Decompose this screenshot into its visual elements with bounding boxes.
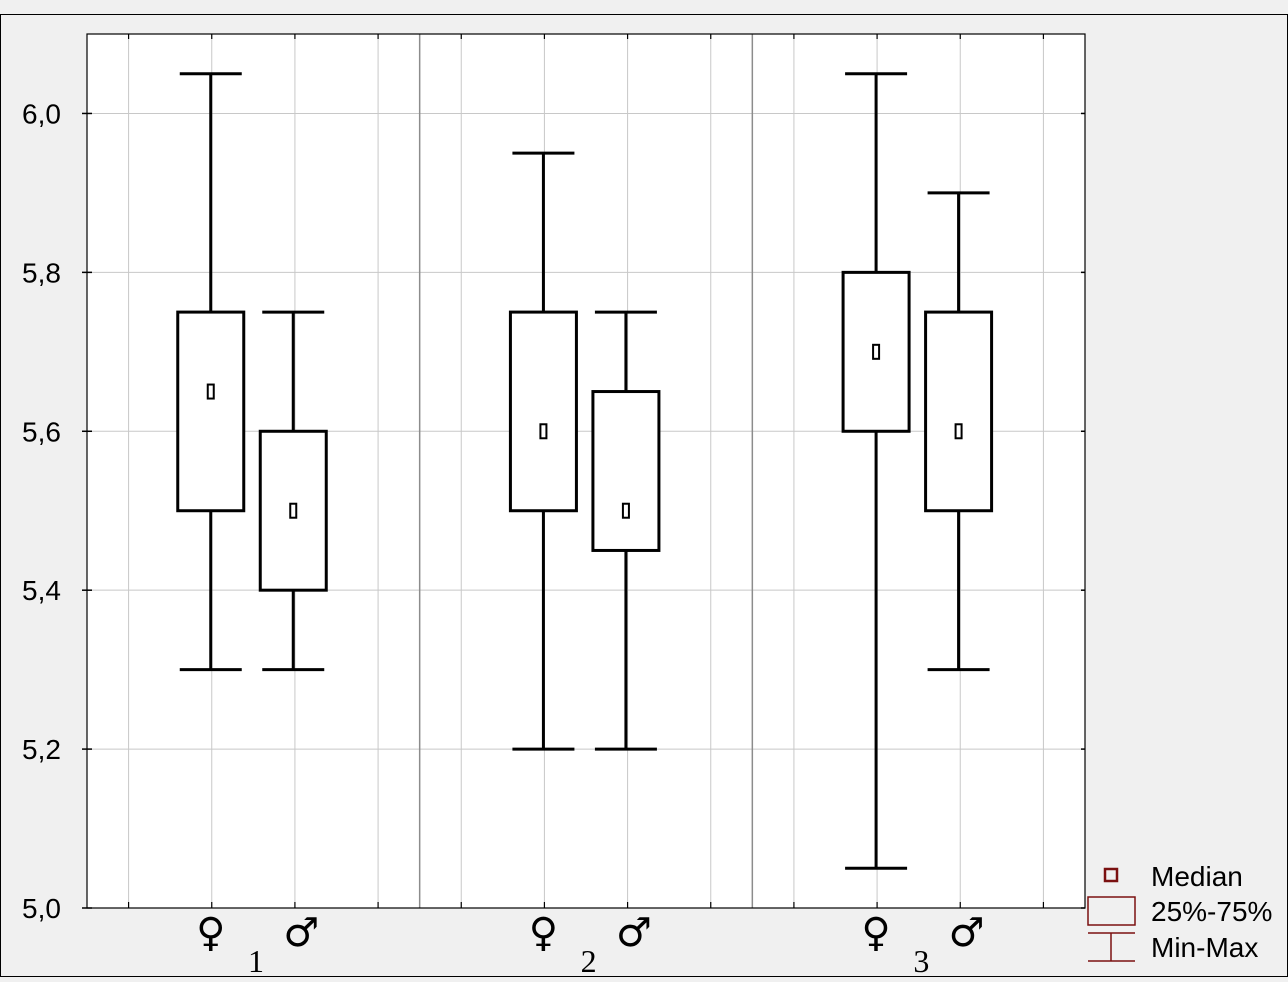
box-female-group-1 [176, 72, 246, 672]
median-marker [539, 423, 548, 440]
grid-lines [87, 34, 1085, 908]
y-tick-label: 5,4 [22, 575, 61, 606]
y-tick-label: 5,0 [22, 893, 61, 924]
male-symbol-label: ♂ [283, 910, 319, 956]
female-symbol-label: ♀ [196, 910, 225, 956]
legend-label-median: Median [1151, 861, 1243, 892]
x-axis-labels: ♀ 1 ♂ ♀ 2 ♂ ♀ 3 ♂ [196, 910, 985, 979]
iqr-box [924, 310, 994, 513]
box-female-group-2 [508, 151, 578, 751]
y-tick-label: 6,0 [22, 98, 61, 129]
legend: Median 25%-75% Min-Max [1087, 861, 1272, 963]
box-female-group-3 [841, 72, 911, 870]
box-male-group-1 [258, 310, 328, 672]
legend-median-icon [1103, 867, 1119, 883]
group-number-label: 3 [913, 943, 929, 977]
legend-label-box: 25%-75% [1151, 896, 1272, 927]
group-number-label: 2 [581, 943, 597, 977]
female-symbol-label: ♀ [529, 910, 558, 956]
median-marker [206, 383, 215, 400]
male-symbol-label: ♂ [949, 910, 985, 956]
female-symbol-label: ♀ [861, 910, 890, 956]
iqr-box [508, 310, 578, 513]
box-male-group-3 [924, 191, 994, 672]
male-symbol-label: ♂ [616, 910, 652, 956]
group-dividers [418, 34, 754, 908]
plot-border [86, 33, 1086, 909]
legend-whisker-icon [1088, 932, 1135, 962]
group-number-label: 1 [248, 943, 264, 977]
y-axis-labels: 5,0 5,2 5,4 5,6 5,8 6,0 [22, 98, 61, 924]
boxes [176, 72, 994, 870]
median-marker [954, 423, 963, 440]
median-marker [872, 343, 881, 360]
y-tick-label: 5,6 [22, 416, 61, 447]
iqr-box [591, 390, 661, 552]
plot-area [87, 34, 1085, 908]
legend-label-whisker: Min-Max [1151, 932, 1258, 963]
box-male-group-2 [591, 310, 661, 751]
median-marker [621, 502, 630, 519]
y-tick-label: 5,2 [22, 734, 61, 765]
median-marker [289, 502, 298, 519]
y-tick-label: 5,8 [22, 257, 61, 288]
legend-box-icon [1087, 896, 1136, 926]
iqr-box [176, 310, 246, 513]
